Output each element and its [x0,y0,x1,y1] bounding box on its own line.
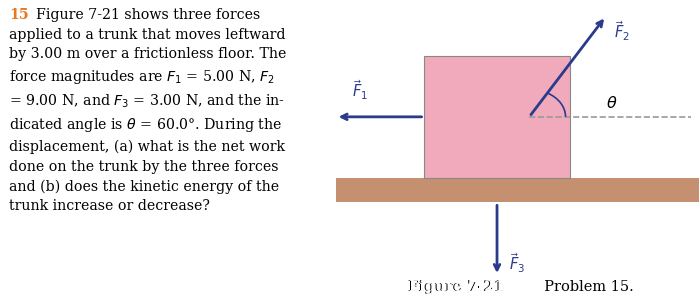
Text: Figure 7-21 shows three forces
applied to a trunk that moves leftward
by 3.00 m : Figure 7-21 shows three forces applied t… [9,8,287,213]
Text: $\theta$: $\theta$ [606,95,617,111]
Text: $\vec{F}_1$: $\vec{F}_1$ [352,78,368,102]
Bar [424,56,570,178]
Text: Figure 7-21: Figure 7-21 [408,280,504,294]
Bar [336,178,699,202]
Text: Figure 7-21: Figure 7-21 [409,280,505,294]
Text: Problem 15.: Problem 15. [536,280,634,294]
Text: $\vec{F}_3$: $\vec{F}_3$ [509,251,525,275]
Text: $\vec{F}_2$: $\vec{F}_2$ [614,19,630,43]
Text: 15: 15 [9,8,29,22]
